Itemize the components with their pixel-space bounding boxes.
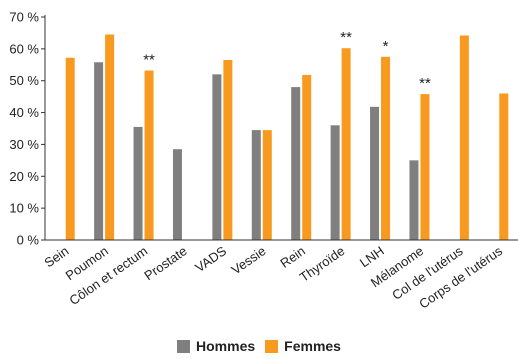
bar-femmes	[459, 35, 469, 240]
x-tick-label: Thyroïde	[297, 243, 348, 285]
significance-marker: **	[419, 75, 431, 92]
bar-femmes	[420, 94, 430, 240]
legend-label-femmes: Femmes	[284, 338, 341, 354]
bar-hommes	[330, 125, 340, 240]
bar-femmes	[144, 70, 154, 241]
y-tick-label: 60 %	[9, 41, 39, 56]
x-tick-label: Prostate	[141, 243, 189, 283]
bar-femmes	[105, 34, 115, 241]
legend: Hommes Femmes	[0, 338, 518, 354]
bar-hommes	[94, 62, 104, 240]
y-tick-label: 0 %	[17, 233, 40, 248]
y-tick-label: 70 %	[9, 10, 39, 25]
x-tick-label: Vessie	[229, 243, 269, 277]
bar-hommes	[251, 130, 261, 240]
x-tick-label: Sein	[42, 243, 72, 270]
bar-femmes	[65, 57, 75, 240]
significance-marker: **	[340, 29, 352, 46]
significance-marker: *	[383, 38, 389, 55]
legend-swatch-femmes	[265, 339, 279, 353]
x-tick-label: LNH	[357, 243, 387, 270]
bar-femmes	[223, 60, 233, 240]
significance-annotations: *******	[143, 29, 431, 92]
bar-femmes	[341, 48, 351, 240]
bar-hommes	[172, 149, 182, 240]
x-tick-label: Rein	[277, 243, 308, 271]
legend-swatch-hommes	[177, 339, 191, 353]
y-tick-label: 50 %	[9, 73, 39, 88]
bar-femmes	[499, 93, 509, 240]
y-tick-label: 20 %	[9, 169, 39, 184]
bar-femmes	[302, 74, 312, 240]
legend-label-hommes: Hommes	[196, 338, 256, 354]
bar-hommes	[291, 87, 301, 240]
x-tick-label: VADS	[192, 243, 229, 275]
significance-marker: **	[143, 52, 155, 69]
legend-item-femmes: Femmes	[265, 338, 341, 354]
y-tick-label: 10 %	[9, 201, 39, 216]
bar-femmes	[381, 56, 391, 241]
bar-femmes	[262, 130, 272, 240]
bar-hommes	[133, 126, 143, 240]
y-tick-label: 40 %	[9, 105, 39, 120]
bar-hommes	[212, 74, 222, 240]
legend-item-hommes: Hommes	[177, 338, 255, 354]
bar-hommes	[370, 106, 380, 240]
y-tick-label: 30 %	[9, 137, 39, 152]
bars	[65, 34, 509, 241]
bar-hommes	[409, 160, 419, 240]
y-axis: 0 % 10 % 20 % 30 % 40 % 50 % 60 % 70 %	[9, 10, 46, 248]
